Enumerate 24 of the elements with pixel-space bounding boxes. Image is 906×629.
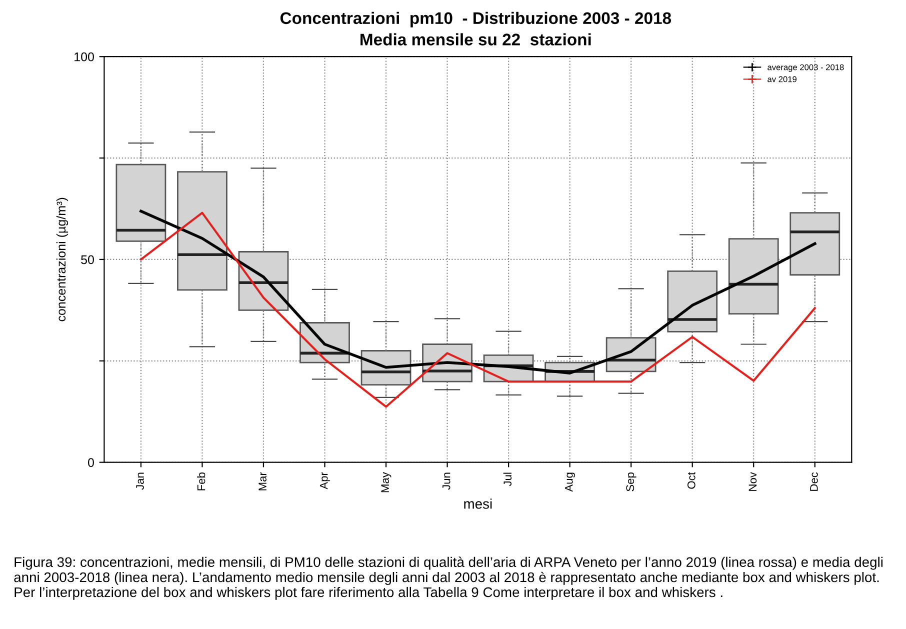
y-tick-label: 100 [74, 52, 94, 62]
y-tick-label: 50 [81, 255, 94, 264]
x-tick-label: Nov [748, 472, 757, 491]
y-axis-title: concentrazioni (µg/m³) [56, 198, 68, 322]
text: Figura 39: concentrazioni, medie mensili, di PM10 delle stazioni di qualità dell’aria di ARPA Veneto per l’anno 2019 (linea rossa) e media degli anni 2003-2018 (linea nera). L’andamento medio mensile degli anni dal 2003 al 2018 è rappresentato anche mediante box and whiskers plot. Per l’interpretazione del box and whiskers plot fare riferimento alla Tabella 9 Come interpretare il box and whiskers . [14, 556, 883, 600]
line-series [140, 210, 816, 374]
x-tick-label: Aug [565, 472, 575, 492]
x-tick-label: Mar [258, 472, 266, 490]
x-tick-label: Jun [442, 472, 450, 490]
y-tick-label: 0 [88, 458, 94, 467]
x-tick-label: Jul [503, 472, 512, 486]
legend-label: av 2019 [768, 76, 796, 82]
x-tick-label: Feb [197, 472, 206, 490]
line-series [140, 212, 816, 408]
chart-subtitle: Media mensile su 22 stazioni [360, 33, 591, 46]
x-tick-label: Dec [810, 472, 818, 491]
x-axis-title: mesi [464, 498, 492, 509]
legend-label: average 2003 - 2018 [768, 64, 844, 72]
x-tick-label: May [381, 472, 392, 492]
x-tick-label: Apr [320, 472, 330, 490]
x-tick-label: Oct [687, 472, 696, 489]
x-tick-label: Sep [626, 472, 636, 492]
x-tick-label: Jan [136, 472, 144, 490]
chart-title: Concentrazioni pm10 - Distribuzione 2003 - 2018 [280, 12, 672, 28]
